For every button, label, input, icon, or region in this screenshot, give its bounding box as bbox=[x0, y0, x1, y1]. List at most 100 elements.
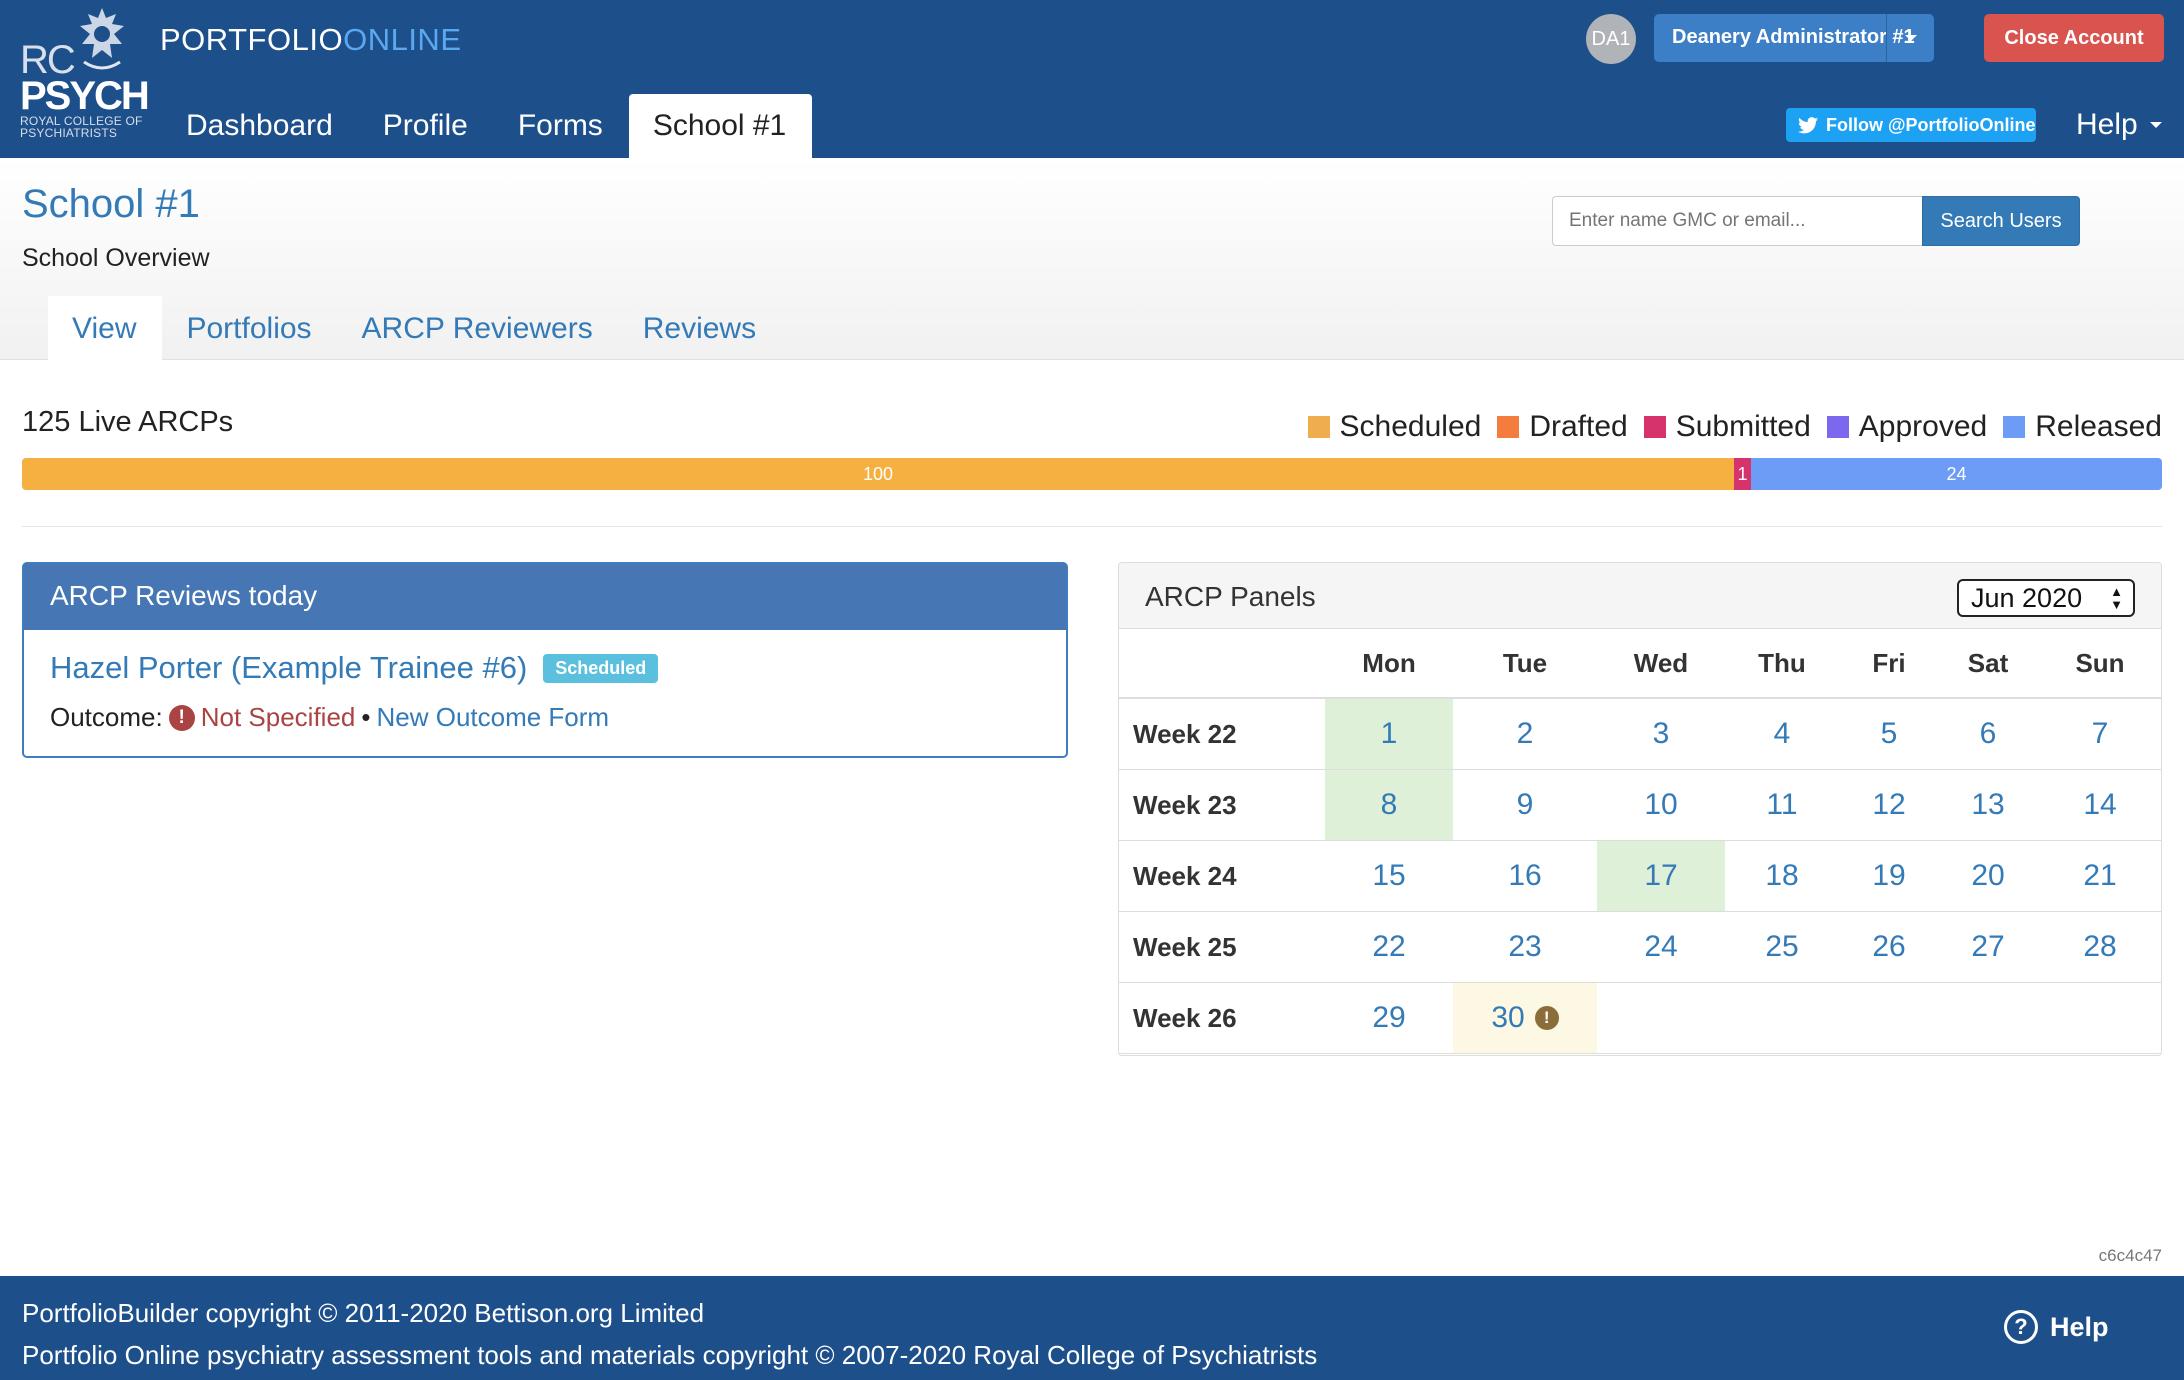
search-users-button[interactable]: Search Users bbox=[1922, 196, 2080, 246]
page-header: School #1 School Overview Search Users V… bbox=[0, 158, 2184, 360]
calendar-day[interactable]: 1 bbox=[1325, 699, 1453, 769]
calendar-day[interactable]: 22 bbox=[1325, 912, 1453, 982]
calendar-day-number: 22 bbox=[1372, 930, 1406, 963]
logo-rc: RC bbox=[20, 38, 76, 82]
nav-school[interactable]: School #1 bbox=[628, 94, 813, 158]
twitter-follow-label: Follow @PortfolioOnline bbox=[1826, 114, 2036, 135]
twitter-follow-button[interactable]: Follow @PortfolioOnline bbox=[1786, 108, 2036, 142]
tab-reviews[interactable]: Reviews bbox=[642, 312, 757, 345]
calendar-empty-cell bbox=[2037, 983, 2161, 1053]
arcp-panels-calendar: ARCP Panels Jun 2020 ▲ ▼ Mon Tue Wed Thu … bbox=[1118, 562, 2162, 1056]
avatar[interactable]: DA1 bbox=[1586, 14, 1636, 64]
progress-segment-submitted[interactable]: 1 bbox=[1734, 458, 1752, 490]
calendar-day-number: 1 bbox=[1380, 717, 1398, 750]
progress-segment-released[interactable]: 24 bbox=[1751, 458, 2162, 490]
calendar-day[interactable]: 6 bbox=[1939, 699, 2037, 769]
legend-submitted: Submitted bbox=[1643, 410, 1811, 444]
brand-name[interactable]: PORTFOLIOONLINE bbox=[160, 22, 462, 58]
arcp-reviews-today-panel: ARCP Reviews today Hazel Porter (Example… bbox=[22, 562, 1068, 758]
calendar-day[interactable]: 18 bbox=[1725, 841, 1839, 911]
calendar-day[interactable]: 9 bbox=[1453, 770, 1597, 840]
calendar-week-row: Week 22 1 2 3 4 5 6 7 bbox=[1119, 699, 2161, 770]
search-users-input[interactable] bbox=[1552, 196, 1922, 246]
month-select-value: Jun 2020 bbox=[1971, 583, 2083, 613]
legend-swatch bbox=[1497, 416, 1520, 438]
calendar-day-number: 17 bbox=[1644, 859, 1678, 892]
legend-label: Released bbox=[2035, 410, 2162, 443]
help-menu-label: Help bbox=[2076, 108, 2138, 141]
nav-profile[interactable]: Profile bbox=[382, 109, 468, 142]
crest-icon bbox=[80, 8, 124, 70]
user-menu-button[interactable]: Deanery Administrator #1 bbox=[1654, 14, 1934, 62]
calendar-day[interactable]: 30! bbox=[1453, 983, 1597, 1053]
progress-segment-scheduled[interactable]: 100 bbox=[22, 458, 1734, 490]
logo-psych: PSYCH bbox=[20, 74, 150, 118]
twitter-bird-icon bbox=[1798, 116, 1818, 133]
calendar-day[interactable]: 11 bbox=[1725, 770, 1839, 840]
calendar-day-number: 23 bbox=[1508, 930, 1542, 963]
calendar-day[interactable]: 20 bbox=[1939, 841, 2037, 911]
calendar-week-row: Week 25 22 23 24 25 26 27 28 bbox=[1119, 912, 2161, 983]
calendar-day-number: 19 bbox=[1872, 859, 1906, 892]
panel-heading: ARCP Panels Jun 2020 ▲ ▼ bbox=[1119, 563, 2161, 629]
footer-copyright-2: Portfolio Online psychiatry assessment t… bbox=[22, 1340, 1318, 1370]
day-header: Wed bbox=[1633, 647, 1689, 678]
calendar-empty-cell bbox=[1839, 983, 1939, 1053]
calendar-day-number: 10 bbox=[1644, 788, 1678, 821]
month-select[interactable]: Jun 2020 ▲ ▼ bbox=[1957, 579, 2135, 617]
tab-portfolios[interactable]: Portfolios bbox=[186, 312, 312, 345]
calendar-day-number: 2 bbox=[1516, 717, 1534, 750]
calendar-day-number: 25 bbox=[1765, 930, 1799, 963]
calendar-day[interactable]: 15 bbox=[1325, 841, 1453, 911]
tab-view[interactable]: View bbox=[48, 296, 163, 360]
calendar-day[interactable]: 2 bbox=[1453, 699, 1597, 769]
calendar-day[interactable]: 28 bbox=[2037, 912, 2161, 982]
nav-forms[interactable]: Forms bbox=[517, 109, 603, 142]
help-menu[interactable]: Help bbox=[2076, 108, 2162, 142]
page-subtitle: School Overview bbox=[22, 244, 210, 272]
user-menu-dropdown-toggle[interactable] bbox=[1886, 14, 1934, 62]
calendar-day[interactable]: 27 bbox=[1939, 912, 2037, 982]
calendar-day[interactable]: 19 bbox=[1839, 841, 1939, 911]
calendar-day[interactable]: 12 bbox=[1839, 770, 1939, 840]
legend-label: Scheduled bbox=[1339, 410, 1482, 443]
calendar-day[interactable]: 21 bbox=[2037, 841, 2161, 911]
calendar-day-number: 11 bbox=[1766, 788, 1798, 821]
calendar-day-number: 20 bbox=[1971, 859, 2005, 892]
nav-dashboard[interactable]: Dashboard bbox=[186, 109, 333, 142]
tab-arcp-reviewers[interactable]: ARCP Reviewers bbox=[361, 312, 593, 345]
calendar-day[interactable]: 26 bbox=[1839, 912, 1939, 982]
calendar-day[interactable]: 13 bbox=[1939, 770, 2037, 840]
trainee-link[interactable]: Hazel Porter (Example Trainee #6) bbox=[50, 650, 528, 685]
calendar-day[interactable]: 14 bbox=[2037, 770, 2161, 840]
calendar-day[interactable]: 7 bbox=[2037, 699, 2161, 769]
calendar-day[interactable]: 8 bbox=[1325, 770, 1453, 840]
new-outcome-form-link[interactable]: New Outcome Form bbox=[376, 702, 610, 732]
calendar-day-number: 16 bbox=[1508, 859, 1542, 892]
calendar-day[interactable]: 4 bbox=[1725, 699, 1839, 769]
calendar-day-number: 14 bbox=[2083, 788, 2117, 821]
page-title[interactable]: School #1 bbox=[22, 182, 200, 226]
calendar-empty-cell bbox=[1725, 983, 1839, 1053]
calendar-day[interactable]: 16 bbox=[1453, 841, 1597, 911]
calendar-day[interactable]: 29 bbox=[1325, 983, 1453, 1053]
calendar-day[interactable]: 17 bbox=[1597, 841, 1725, 911]
calendar-day[interactable]: 10 bbox=[1597, 770, 1725, 840]
day-header: Sat bbox=[1967, 647, 2009, 678]
calendar-day[interactable]: 3 bbox=[1597, 699, 1725, 769]
week-label: Week 24 bbox=[1133, 860, 1237, 891]
legend-approved: Approved bbox=[1826, 410, 1987, 444]
separator-bullet: • bbox=[361, 702, 371, 732]
footer-help-button[interactable]: ? Help bbox=[2004, 1310, 2109, 1344]
legend-label: Submitted bbox=[1675, 410, 1811, 443]
calendar-day[interactable]: 25 bbox=[1725, 912, 1839, 982]
rcpsych-logo[interactable]: RC PSYCH ROYAL COLLEGE OF PSYCHIATRISTS bbox=[20, 0, 150, 140]
calendar-day-number: 3 bbox=[1652, 717, 1670, 750]
legend-released: Released bbox=[2003, 410, 2162, 444]
calendar-day[interactable]: 23 bbox=[1453, 912, 1597, 982]
calendar-day[interactable]: 5 bbox=[1839, 699, 1939, 769]
calendar-day-number: 27 bbox=[1971, 930, 2005, 963]
calendar-day[interactable]: 24 bbox=[1597, 912, 1725, 982]
section-divider bbox=[22, 526, 2162, 527]
close-account-button[interactable]: Close Account bbox=[1984, 14, 2164, 62]
